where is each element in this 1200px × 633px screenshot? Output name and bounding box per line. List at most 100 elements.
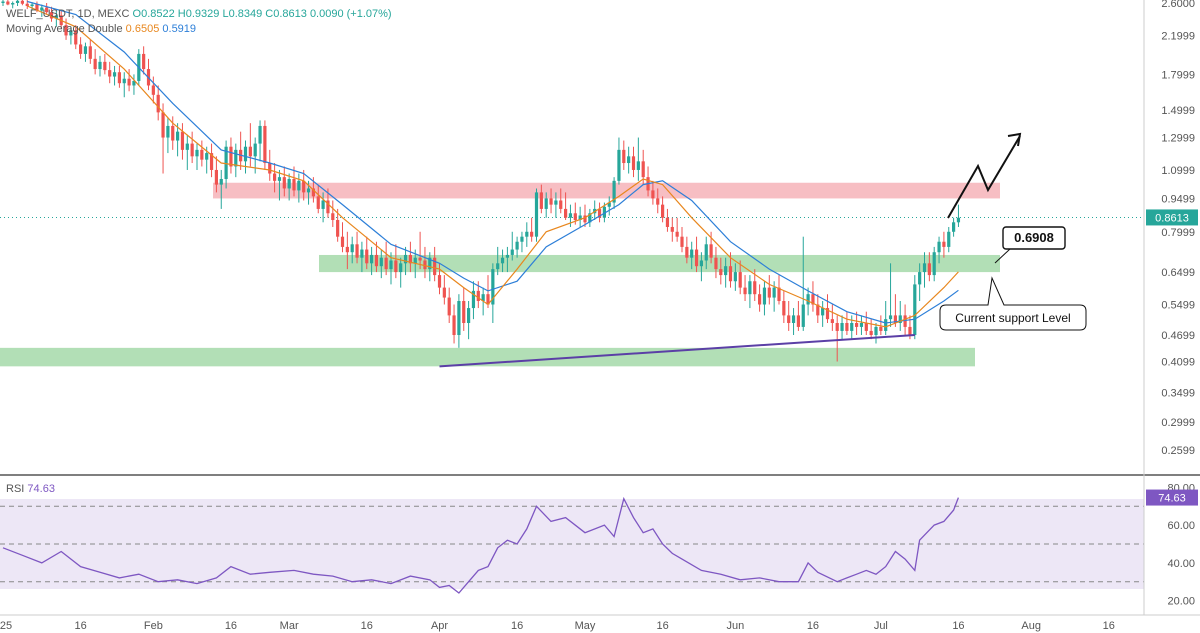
close-value: C0.8613 bbox=[265, 8, 307, 20]
candle-body bbox=[384, 257, 388, 270]
time-tick-label: Mar bbox=[280, 620, 299, 632]
candle-body bbox=[142, 53, 146, 70]
candle-body bbox=[437, 275, 442, 288]
open-value: O0.8522 bbox=[132, 8, 175, 20]
candle-body bbox=[132, 80, 136, 86]
support-price-label: 0.6908 bbox=[1014, 230, 1054, 245]
ma-fast-value: 0.6505 bbox=[125, 23, 160, 35]
candle-body bbox=[253, 143, 257, 157]
rsi-legend: RSI 74.63 bbox=[6, 483, 55, 495]
projection-arrow bbox=[947, 135, 1021, 219]
candle-body bbox=[675, 231, 679, 237]
candle-body bbox=[685, 246, 689, 258]
rsi-value-tag-text: 74.63 bbox=[1158, 493, 1186, 505]
price-tick-label: 0.4699 bbox=[1161, 330, 1195, 342]
time-tick-label: Apr bbox=[431, 620, 448, 632]
price-tick-label: 0.9499 bbox=[1161, 193, 1195, 205]
candle-body bbox=[782, 301, 786, 316]
candle-body bbox=[510, 249, 514, 255]
candle-body bbox=[704, 244, 708, 261]
candle-body bbox=[64, 25, 68, 36]
candle-body bbox=[651, 190, 655, 199]
candle-body bbox=[617, 149, 621, 181]
candle-body bbox=[738, 272, 742, 288]
current-price-tag-text: 0.8613 bbox=[1155, 212, 1189, 224]
candle-body bbox=[496, 263, 500, 270]
change-value: 0.0090 (+1.07%) bbox=[309, 8, 392, 20]
candle-body bbox=[326, 200, 330, 214]
candle-body bbox=[403, 254, 408, 264]
candle-body bbox=[699, 260, 703, 267]
candle-body bbox=[306, 188, 311, 193]
candle-body bbox=[564, 208, 568, 218]
candle-body bbox=[908, 326, 912, 336]
candle-body bbox=[297, 180, 301, 191]
candle-body bbox=[195, 149, 199, 157]
candle-body bbox=[457, 301, 461, 336]
time-tick-label: 16 bbox=[1103, 620, 1115, 632]
time-tick-label: 16 bbox=[807, 620, 819, 632]
candle-body bbox=[374, 254, 379, 267]
rsi-tick-label: 20.00 bbox=[1167, 596, 1195, 608]
candle-body bbox=[670, 226, 674, 232]
candle-body bbox=[15, 0, 20, 3]
symbol-name: WELF_USDT, 1D, MEXC bbox=[6, 8, 130, 20]
candle-body bbox=[185, 143, 189, 150]
candle-body bbox=[428, 257, 432, 270]
candle-body bbox=[796, 315, 800, 327]
candle-body bbox=[888, 315, 893, 320]
candle-body bbox=[350, 244, 354, 253]
price-tick-label: 1.4999 bbox=[1161, 105, 1195, 117]
candle-body bbox=[549, 198, 553, 205]
candle-body bbox=[806, 294, 810, 305]
candle-body bbox=[636, 161, 640, 170]
candle-body bbox=[258, 125, 262, 144]
candle-body bbox=[690, 249, 694, 258]
candle-body bbox=[161, 112, 165, 138]
price-tick-label: 0.3499 bbox=[1161, 387, 1195, 399]
candle-body bbox=[190, 143, 194, 157]
candle-body bbox=[758, 294, 762, 305]
candle-body bbox=[180, 131, 185, 150]
candle-body bbox=[525, 231, 529, 237]
candle-body bbox=[214, 169, 218, 185]
candle-body bbox=[54, 15, 58, 19]
price-pane-bg bbox=[0, 0, 1144, 475]
candle-body bbox=[151, 85, 155, 95]
candle-body bbox=[219, 178, 223, 185]
candle-body bbox=[108, 70, 112, 77]
candle-body bbox=[530, 231, 534, 237]
candle-body bbox=[918, 272, 922, 285]
ma-slow-line bbox=[27, 0, 959, 324]
candle-body bbox=[631, 156, 636, 170]
candle-body bbox=[573, 213, 577, 221]
time-tick-label: 16 bbox=[361, 620, 373, 632]
candle-body bbox=[345, 246, 349, 253]
candle-body bbox=[40, 7, 44, 11]
candle-body bbox=[622, 149, 626, 164]
resistance-zone bbox=[213, 182, 1000, 199]
candle-body bbox=[733, 272, 737, 282]
candle-body bbox=[467, 308, 471, 324]
high-value: H0.9329 bbox=[177, 8, 220, 20]
candle-body bbox=[394, 260, 398, 273]
support-callout-box bbox=[939, 276, 1087, 331]
candle-body bbox=[413, 257, 417, 264]
candle-body bbox=[801, 304, 805, 327]
candle-body bbox=[447, 297, 451, 316]
candle-body bbox=[98, 61, 102, 70]
candle-body bbox=[418, 257, 422, 261]
candle-body bbox=[762, 287, 767, 305]
candle-body bbox=[11, 3, 15, 5]
candle-body bbox=[791, 315, 796, 324]
candle-body bbox=[913, 284, 917, 336]
candle-body bbox=[200, 149, 204, 160]
candle-body bbox=[787, 315, 791, 324]
candle-body bbox=[1, 1, 5, 3]
candle-body bbox=[767, 287, 771, 298]
ma-legend: Moving Average Double 0.6505 0.5919 bbox=[6, 23, 196, 35]
candle-body bbox=[709, 244, 713, 258]
candle-body bbox=[830, 319, 834, 324]
price-tick-label: 0.2999 bbox=[1161, 417, 1195, 429]
candle-body bbox=[93, 58, 97, 70]
